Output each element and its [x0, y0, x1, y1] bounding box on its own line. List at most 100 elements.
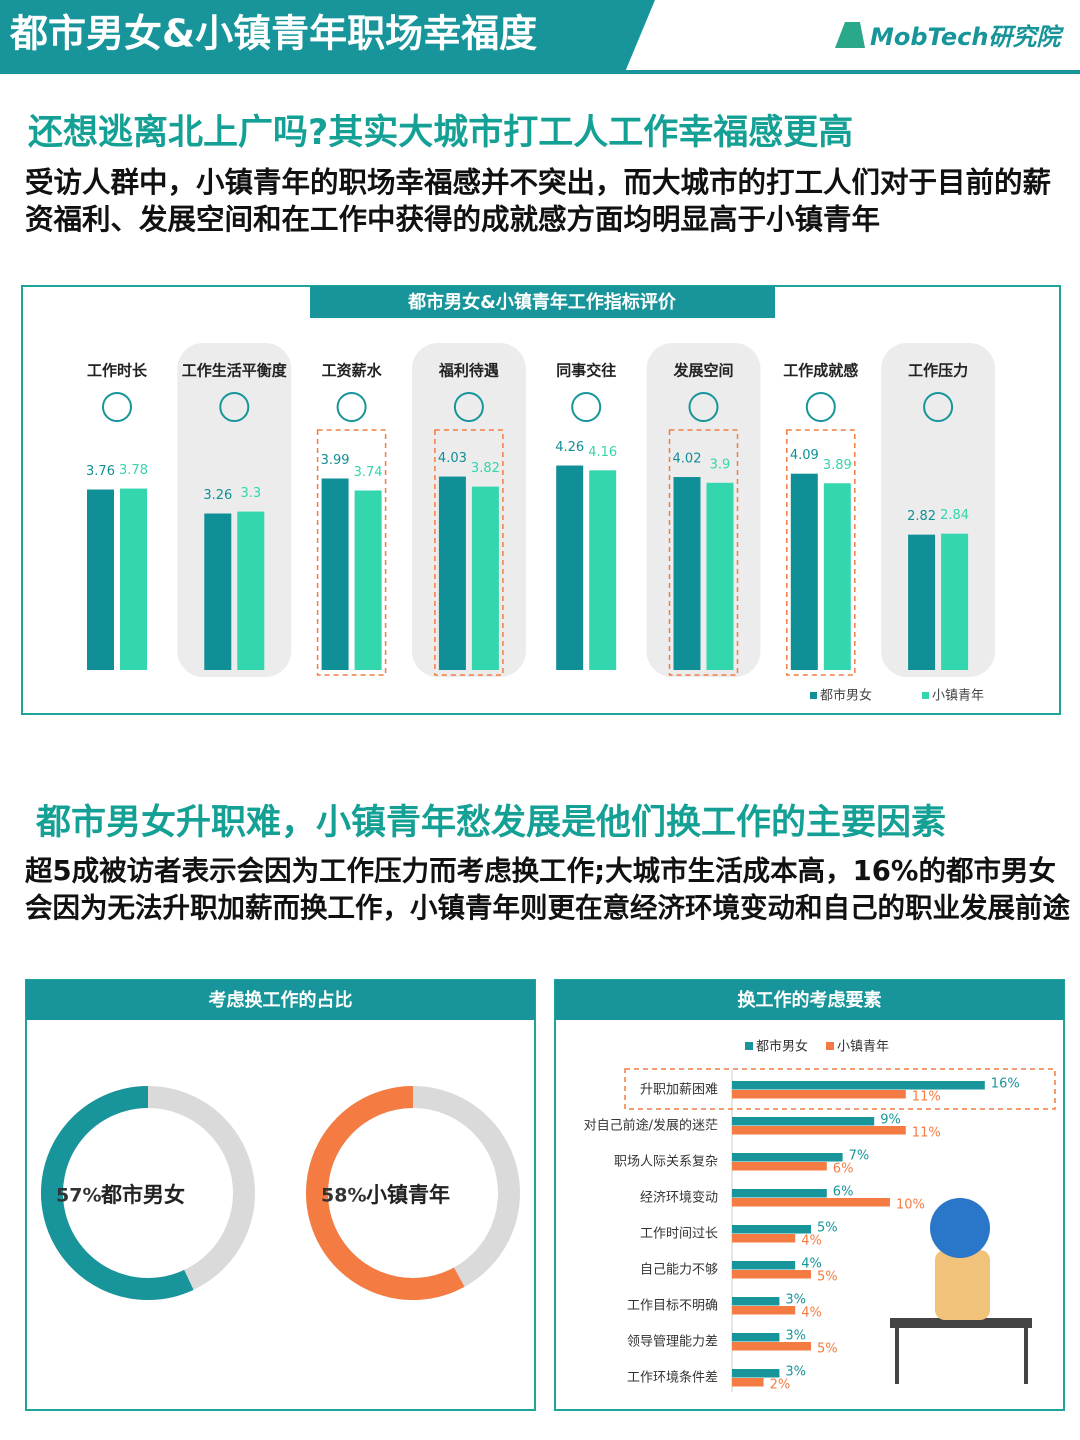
legend-label: 都市男女 [820, 688, 872, 704]
category-label: 都市男女 [100, 1183, 185, 1207]
legend-label: 小镇青年 [837, 1040, 889, 1055]
bar [204, 513, 232, 670]
desk [890, 1318, 1032, 1328]
highlight-box [786, 429, 856, 676]
bar [321, 478, 349, 670]
value-label: 11% [912, 1090, 941, 1105]
value-label: 4% [801, 1306, 822, 1321]
category-icon [805, 392, 836, 422]
bar [732, 1234, 796, 1243]
value-label: 3.9 [710, 457, 731, 472]
category-label: 职场人际关系复杂 [614, 1155, 718, 1170]
figure-body [935, 1250, 990, 1320]
value-label: 3% [785, 1293, 806, 1308]
title-band [26, 980, 535, 1020]
chart-title: 考虑换工作的占比 [209, 989, 353, 1011]
bar [732, 1126, 906, 1135]
bar [732, 1369, 780, 1378]
bar [589, 470, 617, 670]
category-icon [688, 392, 719, 422]
highlight-box [434, 429, 504, 676]
category-label: 工作环境条件差 [627, 1370, 718, 1386]
category-icon [102, 392, 132, 422]
bar [732, 1090, 906, 1099]
value-label: 3.3 [240, 486, 261, 501]
value-label: 5% [817, 1270, 838, 1285]
category-label: 福利待遇 [438, 362, 499, 380]
legend-swatch [810, 692, 817, 699]
title-band [555, 980, 1064, 1020]
bar [471, 486, 499, 670]
value-label: 57% [56, 1185, 101, 1207]
title-band [310, 286, 775, 318]
section-text: 超5成被访者表示会因为工作压力而考虑换工作;大城市生活成本高，16%的都市男女会… [25, 855, 1070, 924]
value-label: 7% [849, 1149, 870, 1164]
brand: MobTech研究院 [870, 23, 1064, 51]
bar [732, 1342, 811, 1351]
brand-logo [835, 22, 865, 48]
value-label: 58% [321, 1185, 366, 1207]
category-label: 同事交往 [556, 362, 616, 380]
bar [732, 1117, 875, 1126]
category-label: 工作时间过长 [640, 1227, 718, 1242]
highlight-box [624, 1068, 1056, 1110]
value-label: 3% [785, 1329, 806, 1344]
legend-label: 小镇青年 [932, 689, 984, 704]
legend-swatch [922, 692, 929, 699]
bar [732, 1306, 796, 1315]
donut-arc [41, 1086, 194, 1300]
bar [823, 483, 851, 670]
donut-arc [306, 1086, 465, 1300]
value-label: 6% [833, 1185, 854, 1200]
legend-label: 都市男女 [756, 1039, 808, 1055]
bar [732, 1297, 780, 1306]
bar [732, 1081, 985, 1090]
bar [237, 511, 265, 670]
category-label: 工资薪水 [322, 362, 383, 380]
bar [732, 1198, 890, 1207]
bar [941, 533, 969, 670]
chart-title: 换工作的考虑要素 [738, 989, 882, 1011]
bar [438, 476, 466, 670]
bar [732, 1153, 843, 1162]
header-banner [0, 0, 655, 72]
category-label: 经济环境变动 [640, 1190, 718, 1206]
category-icon [453, 392, 484, 422]
value-label: 3.99 [321, 453, 350, 468]
category-label: 自己能力不够 [640, 1263, 718, 1278]
value-label: 4.03 [438, 451, 467, 466]
value-label: 3.89 [823, 458, 852, 473]
category-label: 升职加薪困难 [640, 1083, 718, 1098]
value-label: 3.82 [471, 461, 500, 476]
category-label: 工作生活平衡度 [182, 362, 288, 380]
value-label: 3% [785, 1365, 806, 1380]
value-label: 10% [896, 1198, 925, 1213]
category-icon [336, 392, 367, 422]
value-label: 3.78 [119, 463, 148, 478]
legend-swatch [745, 1042, 753, 1050]
bar [556, 465, 584, 670]
value-label: 4.02 [673, 452, 702, 467]
header-title: 都市男女&小镇青年职场幸福度 [9, 12, 537, 56]
value-label: 4% [801, 1234, 822, 1249]
bar [706, 482, 734, 670]
value-label: 4.09 [790, 448, 819, 463]
value-label: 6% [833, 1162, 854, 1177]
value-label: 3.26 [203, 488, 232, 503]
category-icon [219, 392, 250, 422]
category-label: 领导管理能力差 [627, 1335, 718, 1350]
value-label: 4.26 [555, 440, 584, 455]
value-label: 11% [912, 1126, 941, 1141]
category-label: 对自己前途/发展的迷茫 [584, 1118, 718, 1134]
value-label: 9% [880, 1113, 901, 1128]
legend-swatch [826, 1042, 834, 1050]
bar [732, 1333, 780, 1342]
desk-leg [895, 1328, 899, 1384]
section-text: 受访人群中，小镇青年的职场幸福感并不突出，而大城市的打工人们对于目前的薪资福利、… [25, 166, 1052, 236]
category-label: 小镇青年 [366, 1183, 450, 1207]
bar [673, 477, 701, 670]
category-label: 发展空间 [672, 362, 733, 380]
category-label: 工作压力 [908, 362, 968, 380]
